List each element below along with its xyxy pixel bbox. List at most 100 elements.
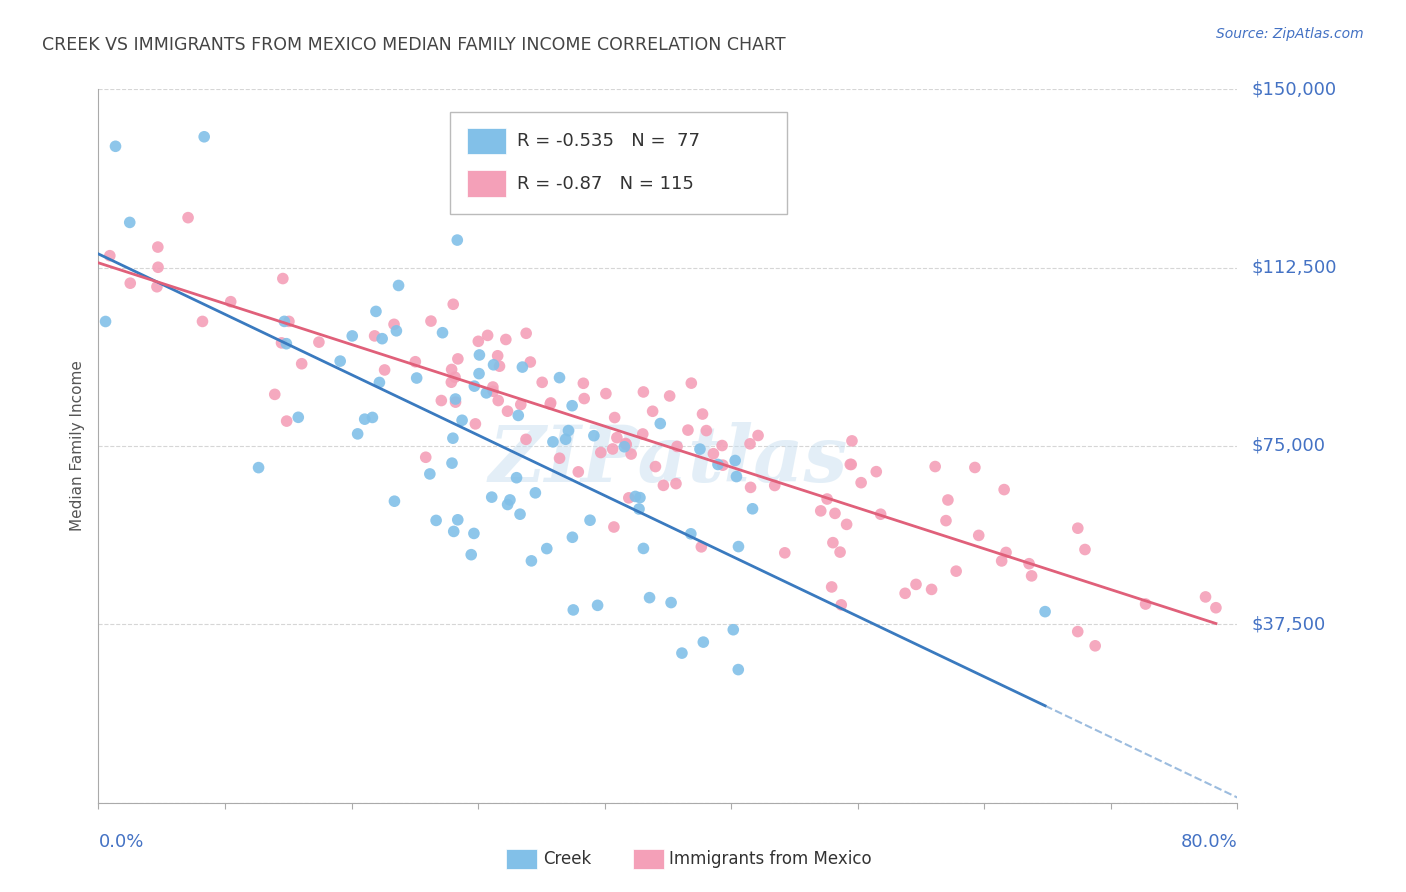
- Point: [548, 451, 571, 466]
- Point: [385, 324, 408, 338]
- Point: [486, 349, 509, 363]
- Point: [711, 438, 734, 452]
- Point: [727, 540, 749, 554]
- Point: [644, 459, 666, 474]
- Point: [830, 598, 852, 612]
- Point: [508, 409, 530, 423]
- Point: [589, 445, 612, 459]
- Point: [415, 450, 437, 465]
- Point: [763, 478, 786, 492]
- Point: [628, 491, 651, 505]
- Point: [1135, 597, 1157, 611]
- Point: [464, 417, 486, 431]
- Point: [617, 491, 640, 505]
- Point: [515, 433, 537, 447]
- Point: [631, 427, 654, 442]
- Point: [993, 483, 1015, 497]
- Point: [384, 494, 406, 508]
- Point: [815, 491, 838, 506]
- Point: [824, 507, 846, 521]
- Point: [572, 376, 595, 391]
- Point: [515, 326, 537, 341]
- Point: [404, 355, 426, 369]
- Point: [193, 129, 215, 144]
- Point: [554, 432, 576, 446]
- Point: [725, 469, 748, 483]
- Point: [94, 314, 117, 328]
- Point: [821, 535, 844, 549]
- Point: [444, 370, 467, 384]
- Point: [541, 434, 564, 449]
- Point: [104, 139, 127, 153]
- Point: [624, 490, 647, 504]
- Point: [633, 541, 655, 556]
- Point: [579, 513, 602, 527]
- Text: $150,000: $150,000: [1251, 80, 1336, 98]
- Point: [1074, 542, 1097, 557]
- Point: [692, 635, 714, 649]
- Point: [945, 564, 967, 578]
- Point: [419, 467, 441, 481]
- Point: [562, 603, 585, 617]
- Point: [561, 530, 583, 544]
- Point: [219, 294, 242, 309]
- Point: [496, 404, 519, 418]
- Point: [659, 596, 682, 610]
- Point: [692, 407, 714, 421]
- Point: [146, 279, 169, 293]
- Point: [524, 486, 547, 500]
- Point: [440, 376, 463, 390]
- Point: [865, 465, 887, 479]
- Point: [666, 439, 689, 453]
- Point: [371, 332, 394, 346]
- Point: [420, 314, 443, 328]
- Point: [443, 524, 465, 539]
- Point: [671, 646, 693, 660]
- Point: [353, 412, 375, 426]
- Point: [869, 507, 891, 521]
- Text: $75,000: $75,000: [1251, 437, 1326, 455]
- Point: [548, 370, 571, 384]
- Point: [689, 442, 711, 456]
- Point: [177, 211, 200, 225]
- Point: [995, 545, 1018, 559]
- Text: Immigrants from Mexico: Immigrants from Mexico: [669, 850, 872, 868]
- Point: [430, 393, 453, 408]
- Point: [1021, 569, 1043, 583]
- Point: [724, 453, 747, 467]
- Text: 0.0%: 0.0%: [98, 833, 143, 851]
- Point: [276, 336, 298, 351]
- Point: [603, 520, 626, 534]
- Point: [582, 428, 605, 442]
- Point: [276, 414, 298, 428]
- Point: [1194, 590, 1216, 604]
- Point: [614, 436, 637, 450]
- Point: [247, 460, 270, 475]
- Point: [574, 392, 596, 406]
- Point: [690, 540, 713, 554]
- Point: [361, 410, 384, 425]
- Point: [444, 392, 467, 406]
- Point: [711, 458, 734, 472]
- Point: [1018, 557, 1040, 571]
- Point: [278, 314, 301, 328]
- Point: [1033, 605, 1056, 619]
- Point: [308, 335, 330, 350]
- Point: [441, 431, 464, 445]
- Point: [841, 434, 863, 448]
- Point: [894, 586, 917, 600]
- Point: [519, 355, 541, 369]
- Point: [586, 599, 609, 613]
- Point: [595, 386, 617, 401]
- Point: [963, 460, 986, 475]
- Point: [509, 507, 531, 521]
- Point: [773, 546, 796, 560]
- Point: [463, 379, 485, 393]
- Point: [387, 278, 409, 293]
- Point: [273, 314, 295, 328]
- Point: [921, 582, 943, 597]
- Point: [1205, 600, 1227, 615]
- Point: [924, 459, 946, 474]
- Point: [740, 480, 762, 494]
- Point: [475, 385, 498, 400]
